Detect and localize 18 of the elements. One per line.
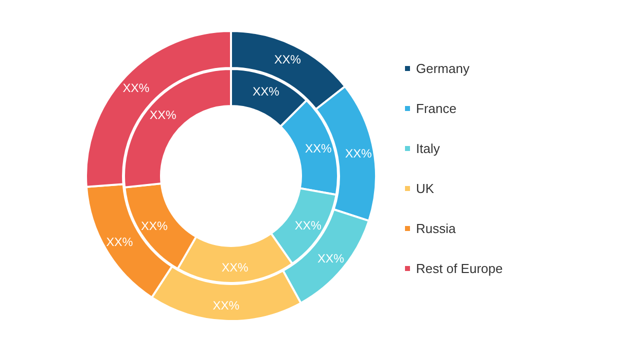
data-label: XX% xyxy=(212,298,240,312)
legend-label: Germany xyxy=(416,61,470,76)
legend-label: Russia xyxy=(416,221,457,236)
data-label: XX% xyxy=(141,218,168,233)
data-label: XX% xyxy=(304,142,332,156)
data-label: XX% xyxy=(150,108,177,122)
data-label: XX% xyxy=(317,252,344,266)
legend-label: Rest of Europe xyxy=(416,261,503,276)
legend-label: Italy xyxy=(416,141,440,156)
data-label: XX% xyxy=(122,80,150,95)
data-label: XX% xyxy=(222,260,249,274)
data-label: XX% xyxy=(252,84,280,98)
data-label: XX% xyxy=(345,146,372,160)
data-label: XX% xyxy=(274,52,302,67)
data-label: XX% xyxy=(294,218,322,232)
data-label: XX% xyxy=(106,234,134,249)
legend-label: UK xyxy=(416,181,434,196)
legend-label: France xyxy=(416,101,456,116)
